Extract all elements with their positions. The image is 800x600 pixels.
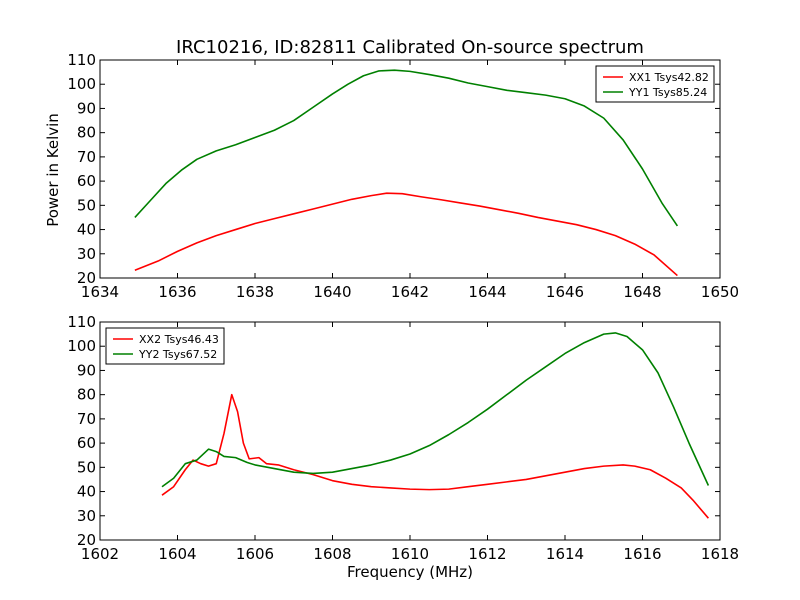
series-line-1-2 xyxy=(134,69,679,227)
x-tick-label: 1616 xyxy=(623,545,661,563)
bottom-plot: 1602 1604 1606 1608 1610 1612 1614 1616 1618 20 30… xyxy=(67,313,739,563)
x-tick-label: 1634 xyxy=(81,283,119,301)
legend-entry: YY2 Tsys67.52 xyxy=(138,348,217,361)
y-tick-label: 70 xyxy=(77,410,96,428)
y-tick-label: 60 xyxy=(77,434,96,452)
y-tick-label: 70 xyxy=(77,148,96,166)
y-tick-label: 110 xyxy=(67,313,96,331)
y-tick-label: 50 xyxy=(77,196,96,214)
x-tick-label: 1614 xyxy=(546,545,584,563)
legend: XX1 Tsys42.82 YY1 Tsys85.24 xyxy=(595,65,715,103)
series-line-1-1 xyxy=(134,192,678,277)
x-tick-label: 1604 xyxy=(158,545,196,563)
y-tick-label: 60 xyxy=(77,172,96,190)
y-tick-label: 110 xyxy=(67,51,96,69)
y-tick-label: 20 xyxy=(77,269,96,287)
x-tick-label: 1650 xyxy=(701,283,739,301)
y-tick-label: 30 xyxy=(77,245,96,263)
legend-entry: XX2 Tsys46.43 xyxy=(139,333,219,346)
legend: XX2 Tsys46.43 YY2 Tsys67.52 xyxy=(105,327,225,365)
legend-entry: XX1 Tsys42.82 xyxy=(629,71,709,84)
x-tick-label: 1644 xyxy=(468,283,506,301)
y-tick-label: 40 xyxy=(77,221,96,239)
y-tick-label: 40 xyxy=(77,483,96,501)
x-tick-label: 1640 xyxy=(313,283,351,301)
x-tick-label: 1602 xyxy=(81,545,119,563)
x-tick-label: 1636 xyxy=(158,283,196,301)
legend-entry: YY1 Tsys85.24 xyxy=(628,86,707,99)
y-tick-label: 100 xyxy=(67,337,96,355)
y-tick-label: 30 xyxy=(77,507,96,525)
x-tick-label: 1608 xyxy=(313,545,351,563)
x-tick-label: 1606 xyxy=(236,545,274,563)
x-tick-label: 1642 xyxy=(391,283,429,301)
y-tick-label: 20 xyxy=(77,531,96,549)
y-tick-label: 80 xyxy=(77,124,96,142)
x-axis-label: Frequency (MHz) xyxy=(347,563,473,581)
y-tick-label: 90 xyxy=(77,99,96,117)
top-plot: 1634 1636 1638 1640 1642 1644 1646 1648 1650 20 30… xyxy=(67,51,739,301)
y-tick-label: 50 xyxy=(77,458,96,476)
y-tick-label: 80 xyxy=(77,386,96,404)
x-tick-label: 1638 xyxy=(236,283,274,301)
chart-title: IRC10216, ID:82811 Calibrated On-source … xyxy=(176,37,644,58)
x-tick-label: 1610 xyxy=(391,545,429,563)
y-tick-label: 90 xyxy=(77,361,96,379)
y-tick-label: 100 xyxy=(67,75,96,93)
x-tick-label: 1612 xyxy=(468,545,506,563)
series-line-2-2 xyxy=(161,332,710,488)
x-tick-label: 1648 xyxy=(623,283,661,301)
x-tick-label: 1618 xyxy=(701,545,739,563)
x-tick-label: 1646 xyxy=(546,283,584,301)
y-axis-label: Power in Kelvin xyxy=(44,113,62,227)
